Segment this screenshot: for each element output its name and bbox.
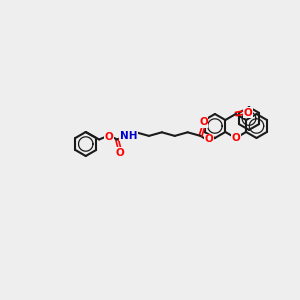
Text: O: O — [104, 131, 113, 142]
Text: NH: NH — [120, 131, 137, 141]
Text: O: O — [115, 148, 124, 158]
Text: O: O — [231, 133, 240, 143]
Text: O: O — [244, 107, 252, 118]
Text: O: O — [205, 134, 213, 145]
Text: O: O — [199, 117, 208, 128]
